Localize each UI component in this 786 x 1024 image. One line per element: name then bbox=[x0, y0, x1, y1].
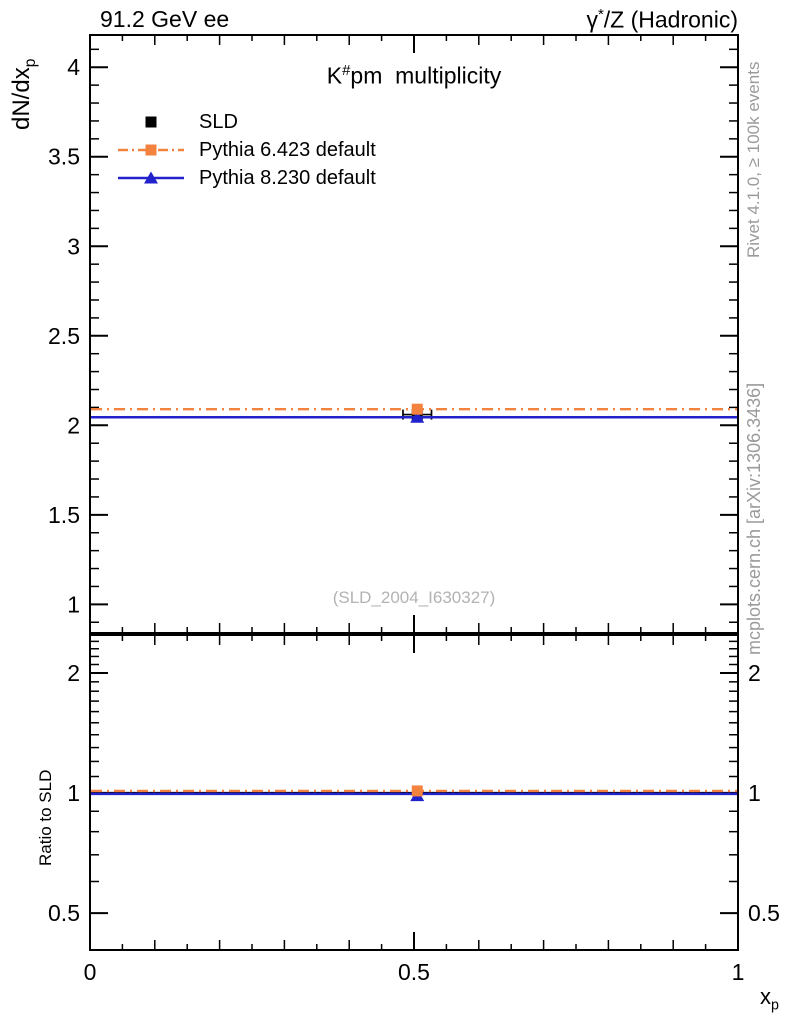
mcplots-arxiv-note: mcplots.cern.ch [arXiv:1306.3436] bbox=[744, 382, 764, 655]
main-y-axis-label: dN/dxp bbox=[8, 59, 40, 130]
svg-text:2.5: 2.5 bbox=[48, 323, 80, 349]
svg-text:0.5: 0.5 bbox=[398, 959, 430, 985]
svg-text:4: 4 bbox=[67, 54, 80, 80]
sld-square-marker-icon bbox=[118, 113, 184, 131]
svg-text:0: 0 bbox=[84, 959, 97, 985]
gamma-symbol: γ bbox=[586, 6, 598, 33]
pythia8-line-triangle-icon bbox=[118, 169, 184, 187]
header-beam-energy: 91.2 GeV ee bbox=[100, 6, 230, 32]
plot-title-sup: # bbox=[342, 62, 351, 79]
svg-text:3: 3 bbox=[67, 233, 80, 259]
analysis-id-watermark: (SLD_2004_I630327) bbox=[332, 588, 496, 607]
header-process-rest: /Z (Hadronic) bbox=[603, 6, 738, 33]
pythia6-dashdot-square-icon bbox=[118, 141, 184, 159]
svg-text:2: 2 bbox=[748, 660, 761, 686]
legend-label-pythia8: Pythia 8.230 default bbox=[199, 166, 376, 189]
plot-title-base: K bbox=[326, 62, 343, 89]
legend: SLD Pythia 6.423 default Pythia 8.230 de… bbox=[118, 108, 376, 192]
svg-text:2: 2 bbox=[67, 660, 80, 686]
svg-text:1: 1 bbox=[67, 780, 80, 806]
ratio-y-axis-label: Ratio to SLD bbox=[36, 769, 55, 866]
svg-text:1: 1 bbox=[732, 959, 745, 985]
svg-text:2: 2 bbox=[67, 412, 80, 438]
svg-text:1: 1 bbox=[748, 780, 761, 806]
legend-item-pythia8: Pythia 8.230 default bbox=[118, 164, 376, 192]
legend-label-sld: SLD bbox=[199, 110, 238, 133]
gamma-star-sup: * bbox=[597, 6, 604, 23]
svg-text:0.5: 0.5 bbox=[748, 900, 780, 926]
svg-text:3.5: 3.5 bbox=[48, 144, 80, 170]
header-process: γ*/Z (Hadronic) bbox=[90, 6, 738, 34]
svg-text:1: 1 bbox=[67, 591, 80, 617]
svg-text:0.5: 0.5 bbox=[48, 900, 80, 926]
main-y-axis-label-sub: p bbox=[21, 58, 39, 68]
legend-item-pythia6: Pythia 6.423 default bbox=[118, 136, 376, 164]
x-axis-label: xp bbox=[760, 984, 779, 1013]
plot-title-rest: pm multiplicity bbox=[350, 62, 502, 89]
x-axis-label-base: x bbox=[760, 984, 771, 1009]
svg-text:1.5: 1.5 bbox=[48, 502, 80, 528]
x-axis-label-sub: p bbox=[771, 997, 779, 1014]
rivet-version-note: Rivet 4.1.0, ≥ 100k events bbox=[744, 61, 763, 258]
plot-title: K#pm multiplicity bbox=[90, 62, 738, 90]
legend-label-pythia6: Pythia 6.423 default bbox=[199, 138, 376, 161]
legend-item-sld: SLD bbox=[118, 108, 376, 136]
main-y-axis-label-base: dN/dx bbox=[8, 67, 35, 130]
